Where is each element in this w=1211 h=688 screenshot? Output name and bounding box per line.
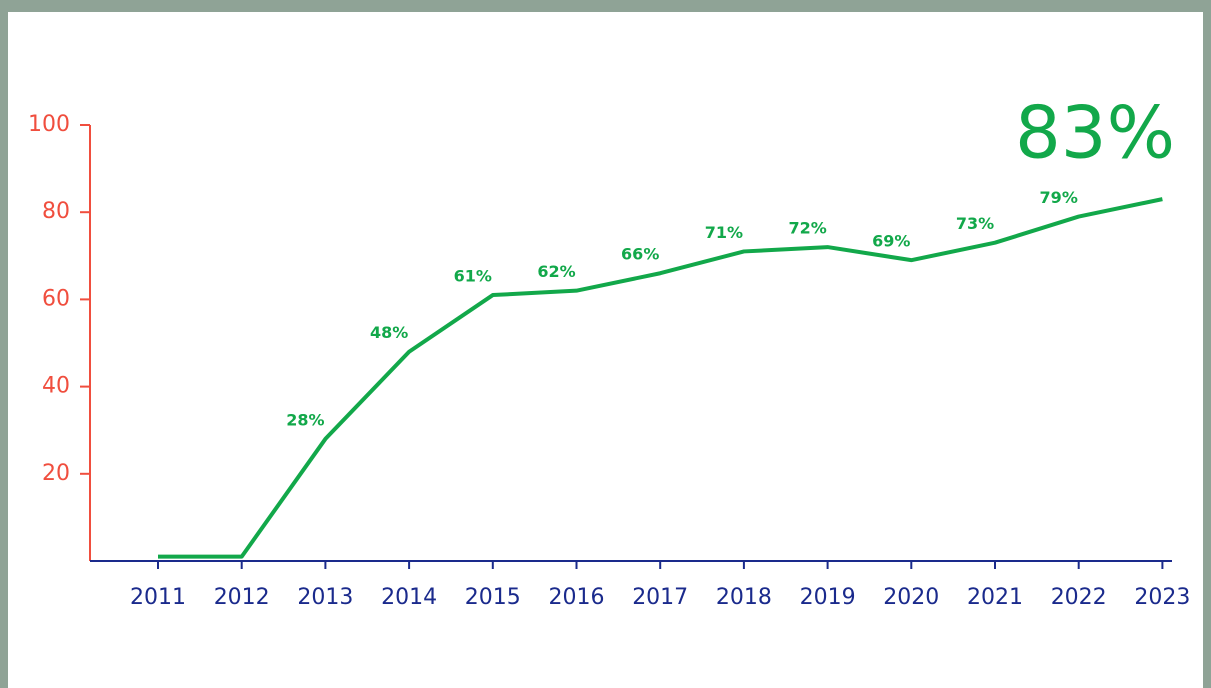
x-tick-label: 2013 xyxy=(297,585,353,610)
data-label: 69% xyxy=(872,232,910,251)
x-tick-label: 2014 xyxy=(381,585,437,610)
data-label: 72% xyxy=(788,219,826,238)
data-label: 71% xyxy=(705,223,743,242)
x-tick-label: 2011 xyxy=(130,585,186,610)
x-tick-label: 2016 xyxy=(549,585,605,610)
data-label: 61% xyxy=(454,267,492,286)
x-tick-label: 2020 xyxy=(883,585,939,610)
data-label: 62% xyxy=(537,262,575,281)
y-tick-label: 100 xyxy=(28,112,70,137)
x-tick-label: 2018 xyxy=(716,585,772,610)
y-tick-label: 40 xyxy=(42,374,70,399)
data-label: 28% xyxy=(286,410,324,429)
x-tick-label: 2017 xyxy=(632,585,688,610)
data-label: 48% xyxy=(370,323,408,342)
x-tick-label: 2015 xyxy=(465,585,521,610)
data-label: 79% xyxy=(1040,188,1078,207)
headline-value: 83% xyxy=(1015,91,1175,175)
x-tick-label: 2023 xyxy=(1134,585,1190,610)
x-tick-label: 2012 xyxy=(214,585,270,610)
x-tick-label: 2019 xyxy=(800,585,856,610)
x-tick-label: 2021 xyxy=(967,585,1023,610)
y-tick-label: 80 xyxy=(42,199,70,224)
y-tick-label: 60 xyxy=(42,286,70,311)
data-label: 73% xyxy=(956,214,994,233)
card xyxy=(8,12,1203,688)
x-tick-label: 2022 xyxy=(1051,585,1107,610)
data-label: 66% xyxy=(621,245,659,264)
y-tick-label: 20 xyxy=(42,461,70,486)
line xyxy=(158,197,1163,559)
